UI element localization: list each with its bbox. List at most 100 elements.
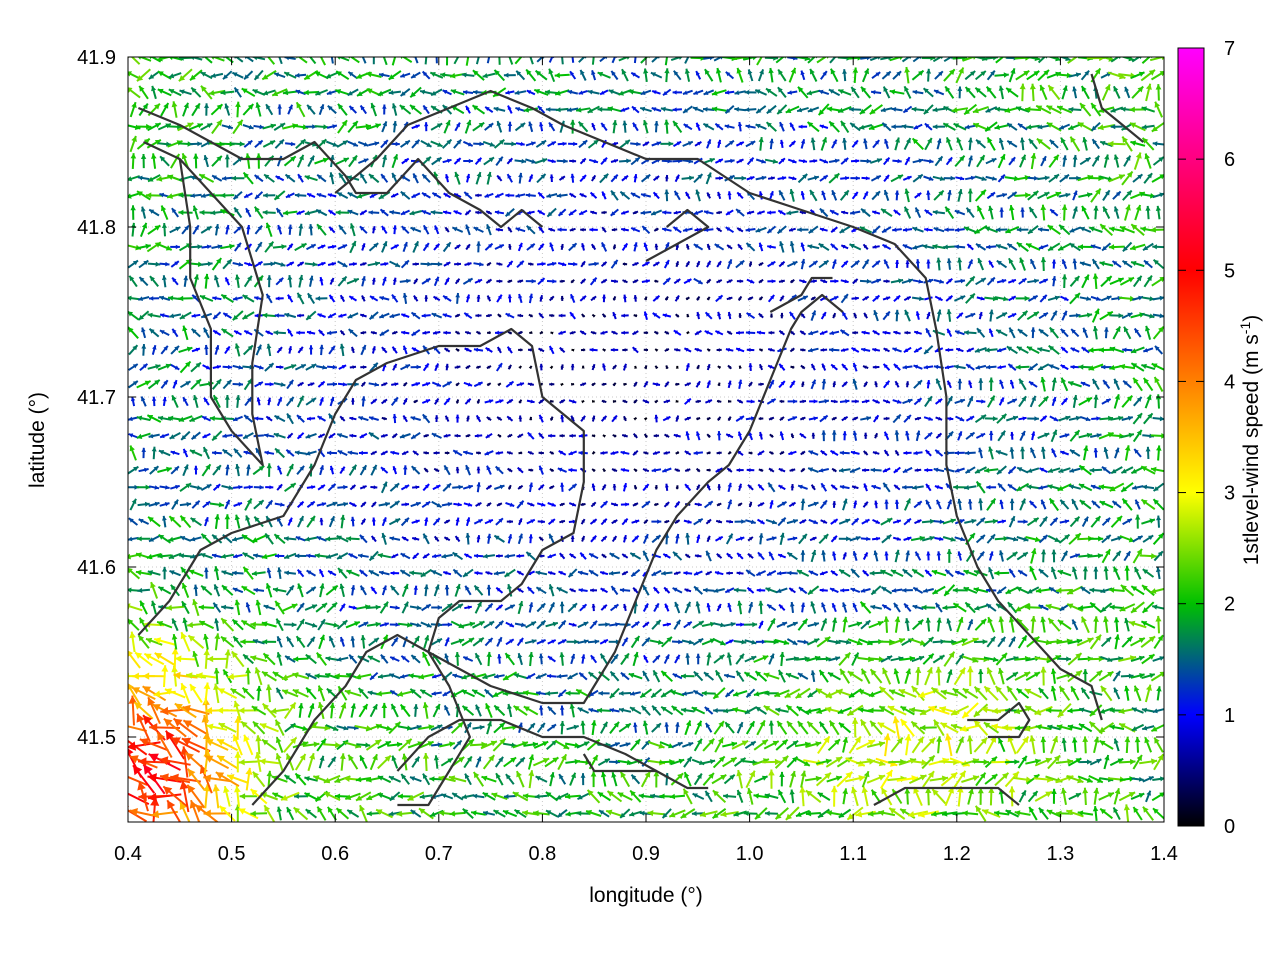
wind-arrow (581, 243, 585, 250)
wind-arrow (957, 87, 962, 99)
wind-arrow (759, 349, 762, 352)
wind-arrow (778, 226, 787, 233)
wind-arrow (610, 722, 619, 734)
wind-arrow (276, 278, 283, 285)
wind-arrow (1030, 84, 1036, 101)
wind-arrow (402, 159, 409, 164)
wind-arrow (1073, 155, 1078, 167)
wind-arrow (791, 280, 795, 283)
wind-arrow (1017, 737, 1029, 754)
wind-arrow (601, 211, 606, 215)
wind-arrow (1141, 518, 1155, 523)
wind-arrow (1133, 174, 1142, 182)
wind-arrow (155, 653, 175, 665)
wind-arrow (629, 673, 643, 679)
wind-arrow (654, 434, 659, 438)
wind-arrow (278, 156, 283, 166)
wind-arrow (631, 158, 640, 165)
wind-arrow (128, 619, 139, 630)
wind-arrow (220, 244, 234, 249)
wind-arrow (434, 53, 439, 64)
wind-arrow (571, 383, 574, 386)
wind-arrow (650, 640, 664, 645)
wind-arrow (549, 519, 555, 524)
wind-arrow (507, 400, 513, 404)
wind-arrow (382, 155, 387, 167)
wind-arrow (872, 261, 880, 268)
wind-arrow (399, 54, 412, 62)
wind-arrow (267, 463, 272, 477)
wind-arrow (538, 278, 545, 284)
wind-arrow (1080, 158, 1090, 165)
wind-arrow (619, 159, 631, 164)
wind-arrow (567, 725, 579, 730)
wind-arrow (654, 279, 658, 282)
wind-arrow (234, 331, 241, 335)
wind-arrow (975, 348, 987, 353)
wind-arrow (434, 755, 439, 768)
wind-arrow (832, 381, 836, 387)
wind-arrow (476, 158, 482, 165)
wind-arrow (642, 638, 650, 646)
wind-arrow (737, 192, 743, 198)
wind-arrow (245, 397, 251, 405)
wind-arrow (674, 620, 680, 630)
wind-arrow (485, 638, 492, 646)
wind-arrow (233, 588, 243, 593)
wind-arrow (717, 431, 721, 440)
wind-arrow (779, 331, 784, 335)
wind-arrow (756, 106, 765, 113)
wind-arrow (736, 416, 744, 421)
wind-arrow (987, 192, 995, 198)
wind-arrow (446, 416, 449, 422)
wind-arrow (853, 501, 857, 509)
wind-arrow (475, 434, 482, 438)
wind-arrow (539, 400, 544, 404)
wind-arrow (864, 433, 868, 439)
wind-arrow (276, 737, 283, 753)
wind-arrow (914, 125, 923, 129)
wind-arrow (213, 684, 219, 703)
wind-arrow (1008, 364, 1015, 370)
wind-arrow (1020, 431, 1025, 441)
wind-arrow (871, 468, 882, 473)
wind-arrow (476, 241, 481, 252)
wind-arrow (1114, 634, 1120, 649)
wind-arrow (199, 605, 215, 611)
wind-arrow (309, 345, 313, 354)
wind-arrow (560, 602, 565, 614)
wind-arrow (330, 295, 335, 302)
wind-arrow (767, 106, 776, 114)
wind-arrow (130, 446, 136, 461)
wind-arrow (654, 415, 658, 423)
wind-arrow (275, 449, 284, 458)
wind-arrow (190, 485, 202, 490)
wind-arrow (693, 621, 704, 628)
wind-arrow (842, 382, 847, 387)
wind-arrow (496, 554, 503, 558)
wind-arrow (339, 365, 346, 369)
wind-arrow (484, 622, 494, 628)
wind-arrow (204, 328, 209, 338)
wind-arrow (758, 503, 764, 507)
wind-arrow (841, 279, 849, 283)
wind-arrow (809, 520, 818, 524)
wind-arrow (1050, 140, 1058, 148)
wind-arrow (904, 537, 912, 541)
wind-arrow (496, 518, 503, 525)
wind-arrow (611, 279, 618, 283)
wind-arrow (519, 451, 523, 454)
wind-arrow (602, 554, 607, 557)
wind-arrow (496, 262, 502, 266)
wind-arrow (391, 586, 399, 595)
wind-arrow (529, 602, 533, 612)
wind-arrow (381, 174, 387, 182)
wind-arrow (717, 312, 721, 319)
wind-arrow (1017, 347, 1029, 353)
wind-arrow (589, 140, 599, 148)
wind-arrow (284, 313, 295, 318)
wind-arrow (913, 620, 924, 630)
wind-arrow (286, 175, 295, 182)
wind-arrow (382, 417, 387, 420)
wind-arrow (346, 570, 359, 576)
